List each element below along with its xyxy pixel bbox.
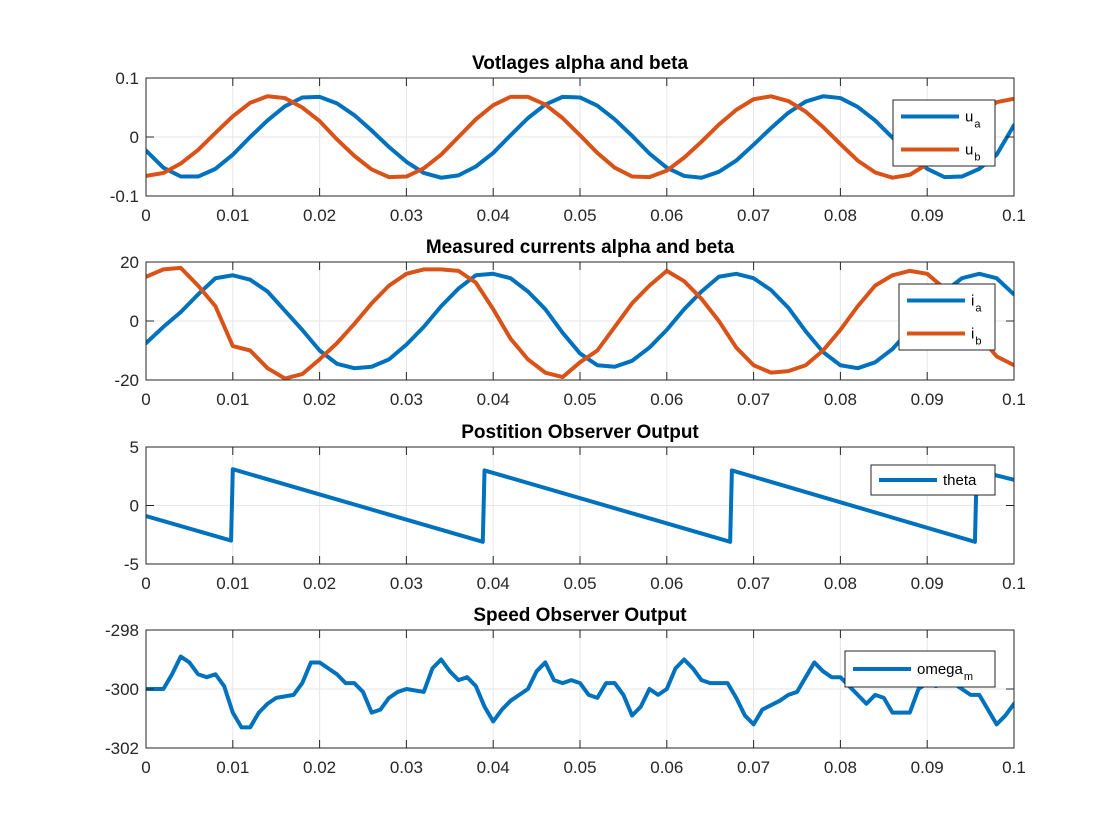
series-line-1 bbox=[146, 467, 1014, 544]
legend-label-subscript: a bbox=[975, 303, 982, 315]
x-tick-label: 0.03 bbox=[390, 758, 423, 777]
y-tick-label: -0.1 bbox=[110, 187, 139, 206]
chart-title: Measured currents alpha and beta bbox=[426, 237, 735, 258]
x-tick-label: 0.02 bbox=[303, 390, 336, 409]
legend-label-subscript: m bbox=[964, 671, 973, 683]
x-tick-label: 0.07 bbox=[737, 390, 770, 409]
x-tick-label: 0.05 bbox=[563, 390, 596, 409]
y-tick-label: -20 bbox=[114, 371, 139, 390]
x-tick-label: 0 bbox=[141, 758, 150, 777]
y-tick-label: -300 bbox=[105, 680, 139, 699]
x-tick-label: 0.07 bbox=[737, 206, 770, 225]
y-tick-label: 5 bbox=[130, 438, 139, 457]
y-tick-label: -5 bbox=[124, 555, 139, 574]
y-tick-label: -302 bbox=[105, 739, 139, 758]
x-tick-label: 0.09 bbox=[911, 390, 944, 409]
legend: theta bbox=[870, 464, 996, 496]
legend-label-name: u bbox=[965, 142, 973, 159]
x-tick-label: 0.09 bbox=[911, 574, 944, 593]
subplot-3: 0 0.01 0.02 0.03 0.04 0.05 0.06 0.07 0.08 0.09 0.1… bbox=[124, 422, 1026, 593]
series-line-1 bbox=[146, 271, 1014, 371]
x-tick-label: 0.01 bbox=[216, 390, 249, 409]
legend-label: omegam bbox=[917, 661, 973, 683]
x-tick-label: 0.05 bbox=[563, 206, 596, 225]
x-tick-label: 0.04 bbox=[477, 758, 510, 777]
legend-label-name: u bbox=[965, 109, 973, 126]
chart-title: Votlages alpha and beta bbox=[472, 53, 689, 74]
series-line-2 bbox=[146, 265, 1014, 380]
legend-label: ia bbox=[971, 293, 982, 315]
legend-label: ua bbox=[965, 109, 981, 131]
legend-label-name: i bbox=[971, 326, 974, 343]
legend-label-name: omega bbox=[917, 661, 964, 678]
x-tick-label: 0.1 bbox=[1002, 574, 1026, 593]
x-tick-label: 0.08 bbox=[824, 574, 857, 593]
y-tick-label: 0.1 bbox=[115, 69, 139, 88]
x-tick-label: 0.09 bbox=[911, 758, 944, 777]
x-tick-label: 0.01 bbox=[216, 758, 249, 777]
x-tick-label: 0.08 bbox=[824, 390, 857, 409]
x-tick-label: 0.01 bbox=[216, 206, 249, 225]
x-tick-label: 0 bbox=[141, 206, 150, 225]
x-tick-label: 0 bbox=[141, 574, 150, 593]
x-tick-label: 0.07 bbox=[737, 574, 770, 593]
x-tick-label: 0.08 bbox=[824, 206, 857, 225]
x-tick-label: 0.1 bbox=[1002, 758, 1026, 777]
y-tick-label: 20 bbox=[120, 253, 139, 272]
x-tick-label: 0.06 bbox=[650, 390, 683, 409]
x-tick-label: 0.03 bbox=[390, 206, 423, 225]
x-tick-label: 0.08 bbox=[824, 758, 857, 777]
legend-label-name: i bbox=[971, 293, 974, 310]
legend-label: theta bbox=[943, 472, 977, 489]
x-tick-label: 0.02 bbox=[303, 206, 336, 225]
x-tick-label: 0.09 bbox=[911, 206, 944, 225]
series-line-2 bbox=[146, 94, 1014, 180]
series-line-1 bbox=[146, 654, 1014, 730]
x-tick-label: 0.02 bbox=[303, 758, 336, 777]
legend-label: ib bbox=[971, 326, 981, 348]
x-tick-label: 0 bbox=[141, 390, 150, 409]
legend-label-subscript: a bbox=[974, 119, 981, 131]
chart-title: Postition Observer Output bbox=[461, 422, 699, 443]
legend-label-subscript: b bbox=[975, 336, 981, 348]
x-tick-label: 0.05 bbox=[563, 574, 596, 593]
y-tick-label: -298 bbox=[105, 621, 139, 640]
legend-label-name: theta bbox=[943, 472, 977, 489]
x-tick-label: 0.01 bbox=[216, 574, 249, 593]
x-tick-label: 0.05 bbox=[563, 758, 596, 777]
subplot-1: 0 0.01 0.02 0.03 0.04 0.05 0.06 0.07 0.08 0.09 0.1… bbox=[110, 53, 1026, 225]
x-tick-label: 0.02 bbox=[303, 574, 336, 593]
y-tick-label: 0 bbox=[130, 312, 139, 331]
x-tick-label: 0.06 bbox=[650, 574, 683, 593]
legend: omegam bbox=[844, 650, 996, 688]
legend-box bbox=[892, 99, 996, 167]
x-tick-label: 0.03 bbox=[390, 574, 423, 593]
legend-label-subscript: b bbox=[974, 152, 980, 164]
x-tick-label: 0.04 bbox=[477, 390, 510, 409]
x-tick-label: 0.07 bbox=[737, 758, 770, 777]
x-tick-label: 0.04 bbox=[477, 206, 510, 225]
x-tick-label: 0.04 bbox=[477, 574, 510, 593]
x-tick-label: 0.1 bbox=[1002, 206, 1026, 225]
subplot-4: 0 0.01 0.02 0.03 0.04 0.05 0.06 0.07 0.08 0.09 0.1… bbox=[105, 605, 1026, 777]
legend-label: ub bbox=[965, 142, 980, 164]
x-tick-label: 0.03 bbox=[390, 390, 423, 409]
legend-box bbox=[898, 283, 996, 351]
x-tick-label: 0.1 bbox=[1002, 390, 1026, 409]
x-tick-label: 0.06 bbox=[650, 206, 683, 225]
y-tick-label: 0 bbox=[130, 497, 139, 516]
x-tick-label: 0.06 bbox=[650, 758, 683, 777]
subplot-2: 0 0.01 0.02 0.03 0.04 0.05 0.06 0.07 0.08 0.09 0.1… bbox=[114, 237, 1025, 409]
chart-title: Speed Observer Output bbox=[473, 605, 687, 626]
y-tick-label: 0 bbox=[130, 128, 139, 147]
